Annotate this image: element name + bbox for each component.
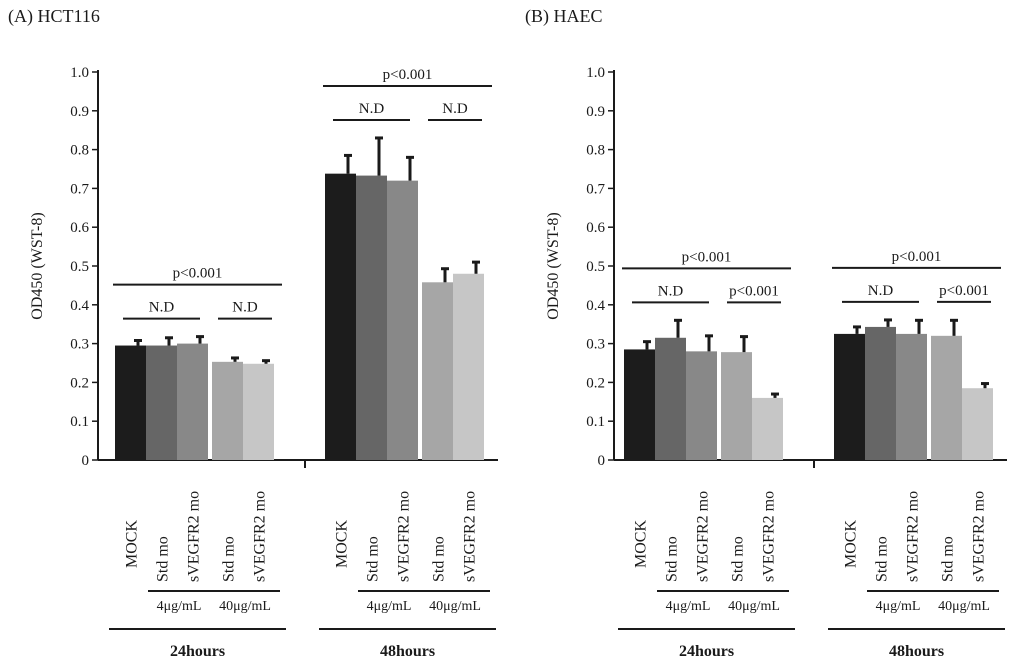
y-tick-label: 0.8 (586, 143, 605, 159)
bar-label: Std mo (874, 536, 891, 582)
bar-label: Std mo (221, 536, 238, 582)
bar-label: Std mo (431, 536, 448, 582)
bar (177, 343, 208, 460)
bar-label: sVEGFR2 mo (905, 491, 922, 582)
y-tick-label: 0.5 (586, 259, 605, 275)
dose-label: 4μg/mL (157, 599, 202, 614)
bar-label: sVEGFR2 mo (971, 491, 988, 582)
group-label: 48hours (380, 643, 435, 660)
bar-label: sVEGFR2 mo (396, 491, 413, 582)
significance-label: N.D (232, 300, 258, 316)
bar (422, 282, 453, 460)
bar (721, 352, 752, 460)
bar-label: MOCK (633, 520, 650, 568)
y-tick-label: 0.5 (70, 259, 89, 275)
y-tick-label: 0.7 (586, 181, 605, 197)
y-tick-label: 1.0 (70, 65, 89, 81)
bar (624, 349, 655, 460)
y-tick-label: 0.4 (586, 298, 605, 314)
significance-label: N.D (359, 101, 385, 117)
panel-title: (A) HCT116 (8, 6, 100, 27)
y-tick-label: 0.1 (70, 414, 89, 430)
panel-1: (B) HAEC OD450 (WST-8) 0 0.1 0.2 0.3 0.4 0.5 0.6… (525, 6, 1007, 660)
dose-label: 4μg/mL (666, 599, 711, 614)
bar (931, 335, 962, 460)
bar-label: MOCK (843, 520, 860, 568)
group-label: 24hours (679, 643, 734, 660)
bar-label: sVEGFR2 mo (252, 491, 269, 582)
bar-label: MOCK (334, 520, 351, 568)
bar-label: Std mo (365, 536, 382, 582)
bar (212, 361, 243, 460)
bar (962, 388, 993, 460)
bar-label: Std mo (155, 536, 172, 582)
significance-label: p<0.001 (729, 283, 779, 299)
dose-label: 40μg/mL (728, 599, 780, 614)
significance-label: N.D (868, 283, 894, 299)
significance-label: N.D (658, 283, 684, 299)
y-tick-label: 0 (82, 453, 90, 469)
bar (453, 273, 484, 460)
y-tick-label: 0.6 (70, 220, 89, 236)
bar (896, 333, 927, 460)
bar (655, 337, 686, 460)
bar (686, 351, 717, 460)
bar (325, 173, 356, 460)
bar-label: MOCK (124, 520, 141, 568)
y-tick-label: 0.6 (586, 220, 605, 236)
y-tick-label: 0.9 (70, 104, 89, 120)
panel-title: (B) HAEC (525, 6, 603, 27)
bar-label: Std mo (664, 536, 681, 582)
y-tick-label: 0.1 (586, 414, 605, 430)
dose-label: 4μg/mL (367, 599, 412, 614)
significance-label: N.D (442, 101, 468, 117)
bar (387, 180, 418, 460)
dose-label: 40μg/mL (938, 599, 990, 614)
significance-label: p<0.001 (173, 266, 223, 282)
panel-0: (A) HCT116 OD450 (WST-8) 0 0.1 0.2 0.3 0.4 0.5 0… (8, 6, 498, 660)
significance-label: p<0.001 (939, 283, 989, 299)
bar (243, 363, 274, 460)
y-tick-label: 0.7 (70, 181, 89, 197)
y-tick-label: 0.2 (586, 375, 605, 391)
bar-label: Std mo (940, 536, 957, 582)
y-tick-label: 0.3 (586, 337, 605, 353)
bar (356, 175, 387, 460)
bar (752, 397, 783, 460)
y-tick-label: 0.8 (70, 143, 89, 159)
bar (146, 345, 177, 460)
significance-label: p<0.001 (892, 249, 942, 265)
dose-label: 40μg/mL (219, 599, 271, 614)
bar-label: sVEGFR2 mo (761, 491, 778, 582)
significance-label: p<0.001 (682, 249, 732, 265)
bar (115, 345, 146, 460)
bar-label: Std mo (730, 536, 747, 582)
significance-label: N.D (149, 300, 175, 316)
dose-label: 4μg/mL (876, 599, 921, 614)
y-tick-label: 1.0 (586, 65, 605, 81)
bar-label: sVEGFR2 mo (462, 491, 479, 582)
group-label: 24hours (170, 643, 225, 660)
y-tick-label: 0.9 (586, 104, 605, 120)
y-tick-label: 0 (598, 453, 606, 469)
y-tick-label: 0.3 (70, 337, 89, 353)
bar (865, 326, 896, 460)
y-axis-label: OD450 (WST-8) (29, 212, 46, 319)
bar (834, 333, 865, 460)
group-label: 48hours (889, 643, 944, 660)
dose-label: 40μg/mL (429, 599, 481, 614)
y-tick-label: 0.4 (70, 298, 89, 314)
y-axis-label: OD450 (WST-8) (545, 212, 562, 319)
bar-label: sVEGFR2 mo (695, 491, 712, 582)
significance-label: p<0.001 (383, 67, 433, 83)
y-tick-label: 0.2 (70, 375, 89, 391)
bar-label: sVEGFR2 mo (186, 491, 203, 582)
